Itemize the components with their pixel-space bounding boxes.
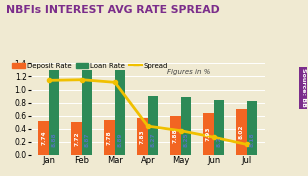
Text: 8.02: 8.02 (239, 125, 244, 139)
Text: 8.25: 8.25 (184, 132, 188, 147)
Text: 8.88: 8.88 (52, 132, 57, 147)
Text: 7.78: 7.78 (107, 130, 112, 144)
Bar (38, 121, 49, 155)
Bar (236, 109, 247, 155)
Text: 8.2: 8.2 (217, 137, 221, 147)
Bar (214, 100, 224, 155)
Bar (71, 122, 82, 155)
Text: 7.74: 7.74 (41, 131, 46, 145)
Text: 7.83: 7.83 (140, 129, 145, 144)
Text: 8.27: 8.27 (151, 132, 156, 147)
Bar (137, 118, 148, 155)
Text: Figures in %: Figures in % (167, 69, 210, 75)
Bar (181, 97, 191, 155)
Text: NBFIs INTEREST AVG RATE SPREAD: NBFIs INTEREST AVG RATE SPREAD (6, 5, 220, 15)
Bar (82, 70, 92, 155)
Text: 7.72: 7.72 (74, 131, 79, 146)
Bar (49, 70, 59, 155)
Bar (104, 120, 115, 155)
Bar (170, 116, 181, 155)
Bar (247, 101, 257, 155)
Text: 7.88: 7.88 (173, 128, 178, 143)
Legend: Deposit Rate, Loan Rate, Spread: Deposit Rate, Loan Rate, Spread (10, 60, 171, 71)
Text: 8.87: 8.87 (85, 132, 90, 147)
Text: 8.18: 8.18 (249, 132, 254, 147)
Text: 7.93: 7.93 (206, 127, 211, 141)
Bar (115, 70, 125, 155)
Text: 8.89: 8.89 (118, 133, 123, 147)
Bar (148, 96, 158, 155)
Text: Source: BB: Source: BB (301, 68, 306, 108)
Bar (203, 113, 214, 155)
